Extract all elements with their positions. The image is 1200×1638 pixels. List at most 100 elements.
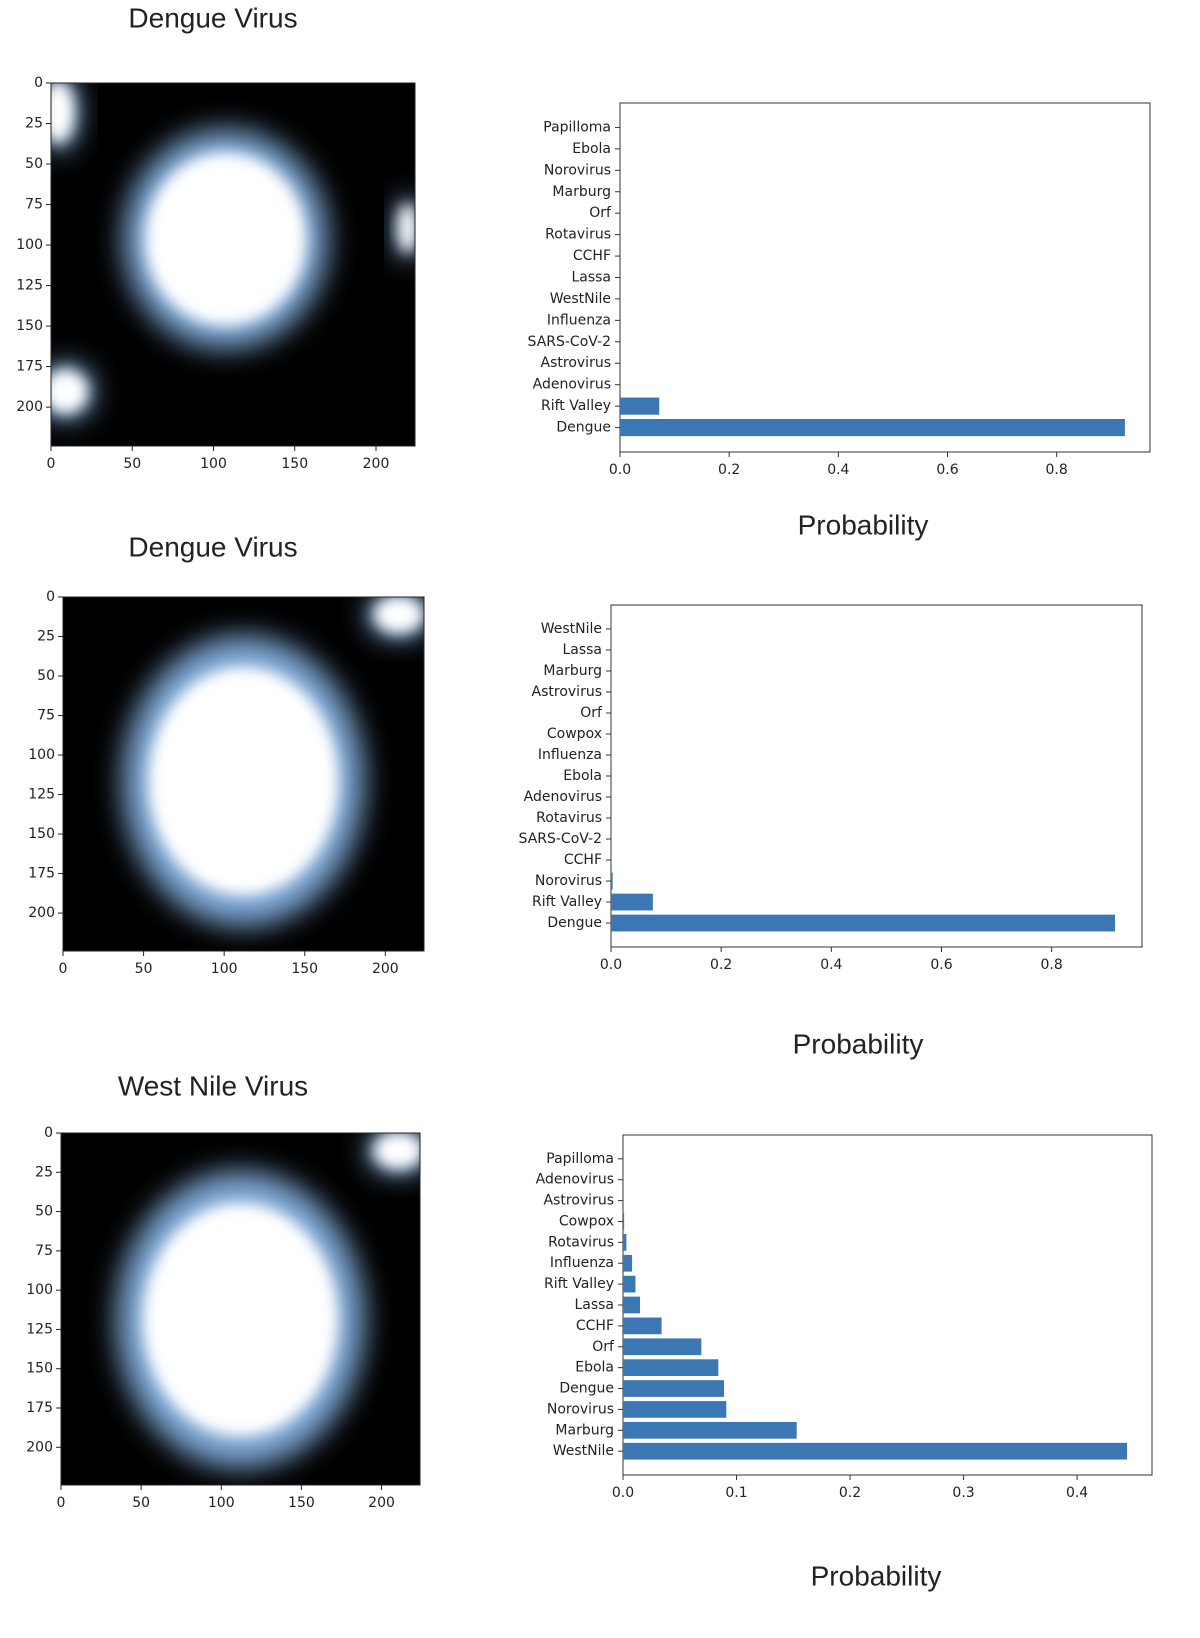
blob-core [374, 597, 423, 633]
y-tick-label: 150 [16, 318, 43, 334]
y-tick-label: Adenovirus [524, 789, 602, 805]
y-tick-label: 125 [26, 1321, 53, 1337]
x-tick-label: 0.4 [827, 462, 849, 478]
x-tick-label: 0.4 [1066, 1485, 1088, 1501]
y-tick-label: 100 [16, 237, 43, 253]
y-tick-label: 125 [28, 787, 55, 803]
bar [623, 1297, 640, 1314]
chart-title: West Nile Virus [118, 1070, 308, 1101]
bar [611, 894, 653, 911]
y-tick-label: Lassa [574, 1297, 614, 1313]
bar [623, 1359, 718, 1376]
bar [623, 1318, 662, 1335]
bar [623, 1276, 635, 1293]
y-tick-label: 0 [46, 589, 55, 605]
y-tick-label: Orf [592, 1339, 615, 1355]
y-tick-label: Adenovirus [536, 1172, 614, 1188]
y-tick-label: Dengue [547, 915, 602, 931]
y-tick-label: Ebola [563, 768, 602, 784]
x-tick-label: 0.8 [1046, 462, 1068, 478]
y-tick-label: 75 [37, 708, 55, 724]
x-tick-label: 150 [281, 456, 308, 472]
bar [623, 1338, 701, 1355]
x-tick-label: 0.2 [718, 462, 740, 478]
y-tick-label: 75 [35, 1243, 53, 1259]
y-tick-label: Astrovirus [544, 1193, 614, 1209]
y-tick-label: Adenovirus [533, 377, 611, 393]
y-tick-label: 50 [35, 1204, 53, 1220]
figure: Dengue Virus 0 50 100 150 200 0 25 50 75 100 125 150… [0, 0, 1200, 1634]
y-tick-label: Influenza [547, 312, 611, 328]
x-tick-label: 0.4 [820, 957, 842, 973]
x-tick-label: 0.2 [839, 1485, 861, 1501]
blob-core [398, 204, 417, 253]
x-tick-label: 200 [363, 456, 390, 472]
y-tick-label: CCHF [576, 1318, 614, 1334]
y-tick-label: Ebola [572, 141, 611, 157]
y-tick-label: 25 [35, 1164, 53, 1180]
y-tick-label: WestNile [550, 291, 611, 307]
y-tick-label: 150 [26, 1361, 53, 1377]
x-tick-label: 100 [211, 961, 238, 977]
bar [623, 1443, 1127, 1460]
x-tick-label: 50 [135, 961, 153, 977]
y-tick-label: SARS-CoV-2 [528, 334, 611, 350]
y-tick-label: Ebola [575, 1360, 614, 1376]
y-tick-label: Rift Valley [541, 398, 611, 414]
y-tick-label: WestNile [541, 621, 602, 637]
y-tick-label: Marburg [555, 1422, 614, 1438]
x-axis-label: Probability [811, 1560, 942, 1591]
blob-core [43, 81, 74, 143]
y-tick-label: Orf [580, 705, 603, 721]
x-tick-label: 0.0 [612, 1485, 634, 1501]
x-tick-label: 100 [200, 456, 227, 472]
y-tick-label: Rotavirus [548, 1234, 614, 1250]
bar [623, 1255, 632, 1272]
y-tick-label: 175 [16, 359, 43, 375]
x-tick-label: 0.8 [1041, 957, 1063, 973]
bar [623, 1401, 726, 1418]
x-tick-label: 50 [123, 456, 141, 472]
x-tick-label: 0.3 [952, 1485, 974, 1501]
x-tick-label: 0.2 [710, 957, 732, 973]
y-tick-label: Influenza [538, 747, 602, 763]
y-tick-label: Norovirus [547, 1401, 614, 1417]
y-tick-label: Lassa [571, 270, 611, 286]
chart-title: Dengue Virus [128, 2, 297, 33]
y-tick-label: Astrovirus [532, 684, 602, 700]
y-tick-label: Rift Valley [544, 1276, 614, 1292]
y-tick-label: CCHF [573, 248, 611, 264]
blob-core [148, 667, 338, 896]
bar [611, 915, 1115, 932]
y-tick-label: Cowpox [547, 726, 602, 742]
blob-core [374, 1133, 423, 1169]
x-tick-label: 0.0 [609, 462, 631, 478]
y-tick-label: 50 [37, 668, 55, 684]
x-tick-label: 100 [208, 1495, 235, 1511]
x-tick-label: 150 [288, 1495, 315, 1511]
y-tick-label: 200 [26, 1439, 53, 1455]
y-tick-label: Cowpox [559, 1213, 614, 1229]
y-tick-label: 150 [28, 826, 55, 842]
x-tick-label: 0.6 [930, 957, 952, 973]
y-tick-label: 200 [28, 905, 55, 921]
axes-frame [620, 103, 1150, 452]
y-tick-label: 25 [25, 116, 43, 132]
x-tick-label: 50 [132, 1495, 150, 1511]
y-tick-label: 100 [26, 1282, 53, 1298]
y-tick-label: SARS-CoV-2 [519, 831, 602, 847]
x-axis-label: Probability [798, 509, 929, 540]
x-axis-label: Probability [793, 1028, 924, 1059]
bar [623, 1380, 724, 1397]
bar [620, 398, 659, 415]
y-tick-label: Influenza [550, 1255, 614, 1271]
y-tick-label: Rotavirus [545, 227, 611, 243]
bar [623, 1422, 797, 1439]
y-tick-label: 50 [25, 156, 43, 172]
x-tick-label: 0 [47, 456, 56, 472]
axes-frame [611, 605, 1142, 947]
y-tick-label: 25 [37, 629, 55, 645]
x-tick-label: 200 [368, 1495, 395, 1511]
y-tick-label: 200 [16, 399, 43, 415]
y-tick-label: 175 [28, 866, 55, 882]
